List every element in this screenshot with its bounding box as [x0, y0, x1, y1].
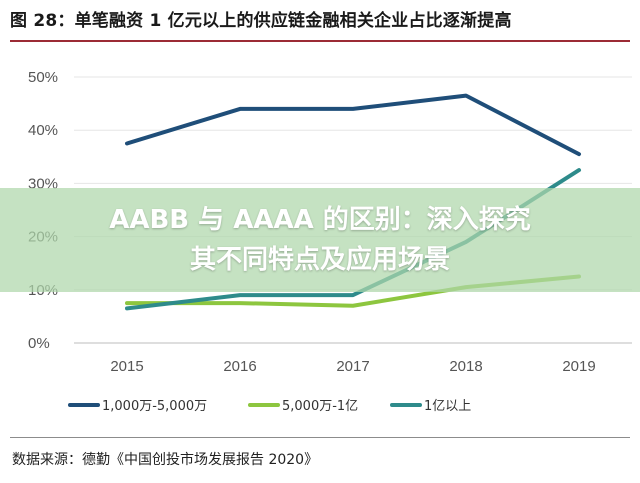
y-tick-label: 0% — [28, 335, 50, 352]
overlay-line-1: AABB 与 AAAA 的区别：深入探究 — [109, 205, 531, 235]
source-note: 数据来源：德勤《中国创投市场发展报告 2020》 — [12, 452, 319, 468]
x-tick-label: 2017 — [336, 358, 369, 375]
x-tick-label: 2018 — [449, 358, 482, 375]
legend-label-2: 5,000万-1亿 — [282, 399, 358, 414]
x-tick-label: 2016 — [223, 358, 256, 375]
y-tick-label: 40% — [28, 122, 58, 139]
y-tick-label: 50% — [28, 69, 58, 86]
x-tick-label: 2015 — [110, 358, 143, 375]
overlay-banner — [0, 188, 640, 292]
figure-title: 图 28：单笔融资 1 亿元以上的供应链金融相关企业占比逐渐提高 — [10, 11, 512, 31]
legend-label-1: 1,000万-5,000万 — [102, 399, 207, 414]
title-rule — [10, 40, 630, 42]
legend-label-3: 1亿以上 — [424, 399, 471, 414]
source-rule — [10, 437, 630, 438]
x-tick-label: 2019 — [562, 358, 595, 375]
overlay-banner-text: AABB 与 AAAA 的区别：深入探究 其不同特点及应用场景 — [0, 200, 640, 280]
series-line-1 — [125, 93, 581, 157]
overlay-line-2: 其不同特点及应用场景 — [189, 245, 450, 275]
